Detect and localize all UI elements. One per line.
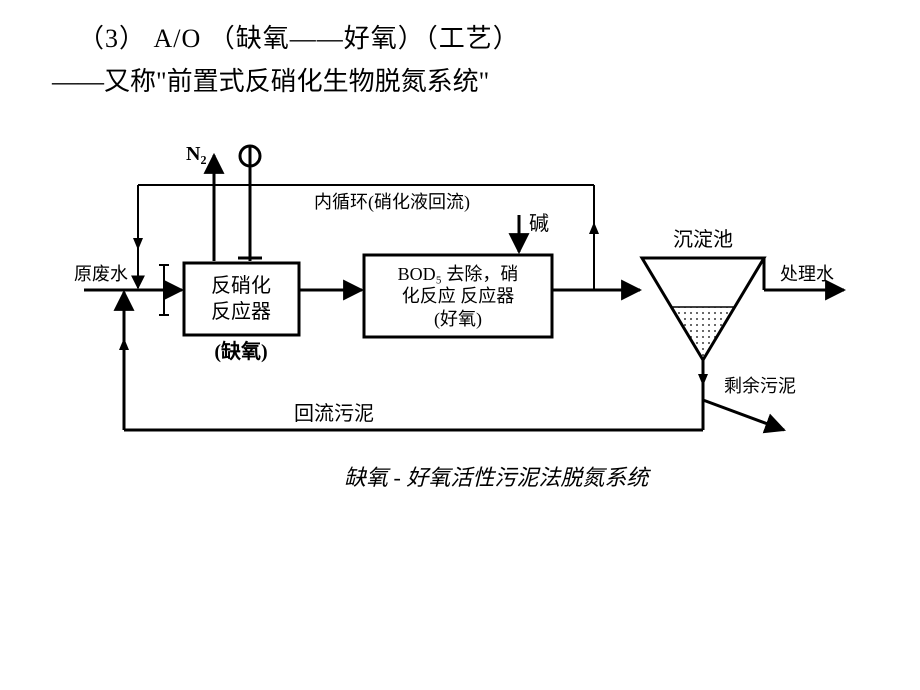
diagram-svg: 原废水 反硝化 反应器 (缺氧) BOD₅ 去除，硝 化反应 反应器 (好氧) …: [64, 130, 864, 500]
label-inner-loop: 内循环(硝化液回流): [314, 192, 470, 213]
denitri-label-1: 反硝化: [211, 274, 271, 297]
return-sludge-arrow-up: [119, 338, 129, 350]
label-raw-in: 原废水: [74, 264, 128, 284]
title-line-1: （3） A/O （缺氧——好氧）（工艺）: [78, 18, 520, 55]
label-settling-tank: 沉淀池: [673, 228, 733, 251]
node-denitri-reactor: [184, 263, 299, 335]
label-return-sludge: 回流污泥: [294, 402, 374, 425]
aerobic-label-1: BOD₅ 去除，硝: [398, 264, 519, 284]
settler-sludge-fill: [671, 307, 735, 358]
inner-loop-arrow-up: [589, 222, 599, 234]
label-treated-out: 处理水: [780, 264, 834, 284]
inner-loop-arrow-down: [133, 238, 143, 250]
aerobic-label-2: 化反应 反应器: [402, 286, 515, 306]
aerobic-label-3: (好氧): [434, 309, 482, 330]
label-alkali: 碱: [529, 212, 549, 235]
denitri-label-2: 反应器: [211, 300, 271, 323]
settler-down-tick: [698, 374, 708, 386]
denitri-sublabel: (缺氧): [214, 339, 267, 363]
label-excess-sludge: 剩余污泥: [724, 376, 796, 396]
title-block: （3） A/O （缺氧——好氧）（工艺） ——又称"前置式反硝化生物脱氮系统": [78, 18, 520, 98]
diagram-caption: 缺氧 - 好氧活性污泥法脱氮系统: [344, 465, 651, 490]
label-n2: N₂: [186, 143, 206, 165]
process-diagram: 原废水 反硝化 反应器 (缺氧) BOD₅ 去除，硝 化反应 反应器 (好氧) …: [64, 130, 864, 500]
title-line-2: ——又称"前置式反硝化生物脱氮系统": [52, 61, 520, 98]
excess-sludge-arrow: [703, 400, 784, 430]
